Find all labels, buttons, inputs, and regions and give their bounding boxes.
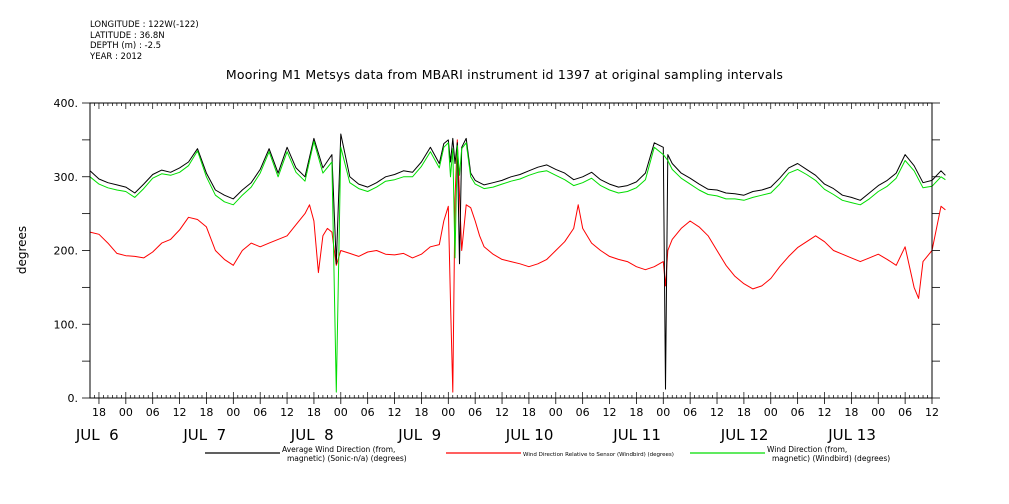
x-day-label: JUL 7 [182, 426, 226, 444]
x-tick-label: 18 [522, 406, 536, 419]
y-tick-label: 400. [54, 97, 79, 110]
meta-year: YEAR : 2012 [90, 51, 143, 62]
legend-label: magnetic) (Windbird) (degrees) [772, 454, 890, 463]
y-tick-label: 200. [54, 245, 79, 258]
x-tick-label: 18 [629, 406, 643, 419]
legend-label: Wind Direction (from, [767, 445, 847, 454]
x-tick-label: 00 [549, 406, 563, 419]
y-tick-label: 100. [54, 318, 79, 331]
x-tick-label: 18 [414, 406, 428, 419]
x-tick-label: 12 [495, 406, 509, 419]
x-day-label: JUL 11 [612, 426, 661, 444]
axis-labels: 18 00 06 12 18 00 06 12 18 00 06 12 18 00 06 12 18 00 06 12… [54, 97, 940, 444]
meta-depth: DEPTH (m) : -2.5 [90, 41, 162, 51]
legend: Average Wind Direction (from,magnetic) (… [205, 445, 890, 463]
x-day-label: JUL 13 [827, 426, 876, 444]
x-day-label: JUL 9 [397, 426, 441, 444]
x-day-label: JUL 12 [720, 426, 769, 444]
x-tick-label: 06 [683, 406, 697, 419]
meta-longitude: LONGITUDE : 122W(-122) [90, 20, 199, 30]
x-tick-label: 06 [898, 406, 912, 419]
series-line [89, 140, 946, 393]
x-tick-label: 06 [361, 406, 375, 419]
x-tick-label: 00 [656, 406, 670, 419]
x-tick-label: 00 [226, 406, 240, 419]
x-day-label: JUL 6 [75, 426, 119, 444]
x-tick-label: 06 [253, 406, 267, 419]
x-tick-label: 12 [818, 406, 832, 419]
x-tick-label: 06 [468, 406, 482, 419]
x-tick-label: 00 [119, 406, 133, 419]
x-tick-label: 12 [603, 406, 617, 419]
x-tick-label: 06 [146, 406, 160, 419]
chart-title: Mooring M1 Metsys data from MBARI instru… [225, 67, 784, 82]
axis-ticks [82, 102, 940, 404]
meta-latitude: LATITUDE : 36.8N [90, 30, 165, 41]
x-tick-label: 18 [844, 406, 858, 419]
x-tick-label: 06 [576, 406, 590, 419]
x-tick-label: 18 [199, 406, 213, 419]
series-line [89, 139, 946, 393]
legend-label: Average Wind Direction (from, [282, 445, 395, 454]
legend-label: Wind Direction Relative to Sensor (Windb… [523, 452, 674, 458]
x-tick-label: 18 [92, 406, 106, 419]
x-tick-label: 00 [334, 406, 348, 419]
x-tick-label: 12 [710, 406, 724, 419]
x-day-label: JUL 10 [505, 426, 554, 444]
y-tick-label: 300. [54, 171, 79, 184]
x-day-label: JUL 8 [290, 426, 334, 444]
x-tick-label: 18 [737, 406, 751, 419]
x-tick-label: 12 [925, 406, 939, 419]
series-group [89, 133, 946, 393]
x-tick-label: 00 [764, 406, 778, 419]
x-tick-label: 00 [441, 406, 455, 419]
y-tick-label: 0. [68, 392, 79, 405]
x-tick-label: 18 [307, 406, 321, 419]
x-tick-label: 00 [871, 406, 885, 419]
x-tick-label: 06 [791, 406, 805, 419]
series-line [89, 133, 946, 390]
metadata-block: LONGITUDE : 122W(-122) LATITUDE : 36.8N … [90, 20, 199, 62]
x-tick-label: 12 [173, 406, 187, 419]
x-tick-label: 12 [280, 406, 294, 419]
plot-frame [89, 102, 933, 399]
legend-label: magnetic) (Sonic-n/a) (degrees) [287, 454, 407, 463]
x-tick-label: 12 [388, 406, 402, 419]
